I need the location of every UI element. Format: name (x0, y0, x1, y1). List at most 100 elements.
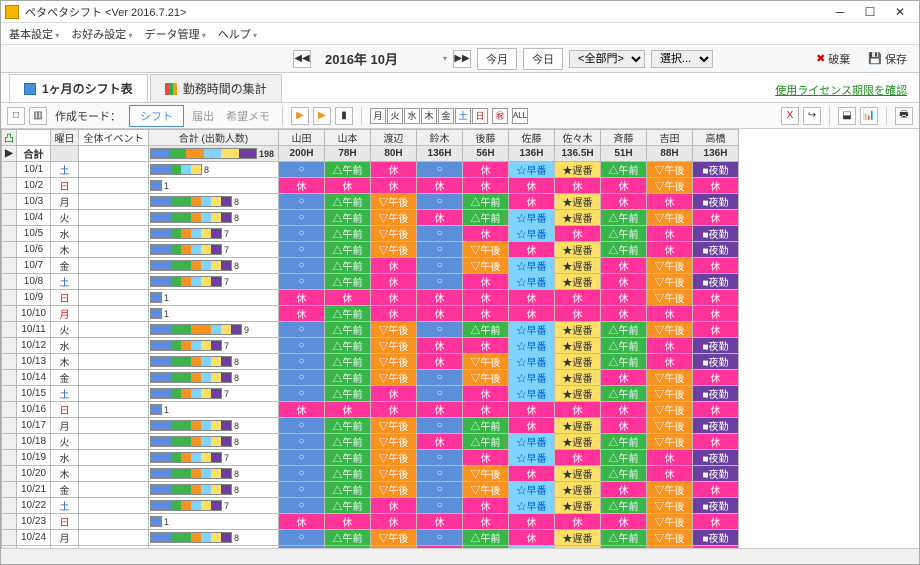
shift-cell[interactable]: ▽午後 (647, 258, 693, 274)
shift-cell[interactable]: ▽午後 (647, 434, 693, 450)
shift-cell[interactable]: ○ (279, 434, 325, 450)
shift-cell[interactable]: △午前 (463, 434, 509, 450)
shift-cell[interactable]: △午前 (325, 194, 371, 210)
shift-cell[interactable]: 休 (279, 306, 325, 322)
staff-header[interactable]: 後藤 (463, 130, 509, 146)
event-cell[interactable] (79, 354, 149, 370)
shift-cell[interactable]: 休 (371, 498, 417, 514)
shift-cell[interactable]: △午前 (325, 338, 371, 354)
shift-cell[interactable]: △午前 (325, 466, 371, 482)
shift-cell[interactable]: 休 (371, 258, 417, 274)
menu-pref[interactable]: お好み設定 (71, 26, 132, 42)
shift-cell[interactable]: 休 (417, 306, 463, 322)
shift-cell[interactable]: 休 (601, 178, 647, 194)
shift-cell[interactable]: 休 (417, 546, 463, 549)
shift-cell[interactable]: 休 (693, 290, 739, 306)
event-cell[interactable] (79, 162, 149, 178)
corner-cell[interactable]: 凸 (2, 130, 17, 146)
shift-cell[interactable]: ☆早番 (509, 274, 555, 290)
shift-cell[interactable]: ▽午後 (371, 546, 417, 549)
event-cell[interactable] (79, 530, 149, 546)
shift-cell[interactable]: ▽午後 (371, 194, 417, 210)
event-cell[interactable] (79, 194, 149, 210)
event-cell[interactable] (79, 210, 149, 226)
shift-cell[interactable]: ▽午後 (647, 498, 693, 514)
staff-header[interactable]: 斉藤 (601, 130, 647, 146)
shift-cell[interactable]: 休 (693, 178, 739, 194)
shift-cell[interactable]: ★遅番 (555, 530, 601, 546)
shift-cell[interactable]: 休 (371, 178, 417, 194)
shift-cell[interactable]: ■夜勤 (693, 242, 739, 258)
save-button[interactable]: 💾保存 (862, 49, 913, 69)
shift-cell[interactable]: 休 (417, 290, 463, 306)
menu-help[interactable]: ヘルプ (218, 26, 257, 42)
staff-header[interactable]: 佐藤 (509, 130, 555, 146)
shift-cell[interactable]: 休 (417, 434, 463, 450)
shift-cell[interactable]: ▽午後 (371, 226, 417, 242)
holiday-marker-icon[interactable]: ㊗ (492, 108, 508, 124)
shift-cell[interactable]: △午前 (325, 450, 371, 466)
mode-b[interactable]: 届出 (188, 108, 218, 124)
play-1-icon[interactable]: ▶ (291, 107, 309, 125)
shift-cell[interactable]: 休 (279, 178, 325, 194)
event-cell[interactable] (79, 450, 149, 466)
shift-cell[interactable]: ▽午後 (371, 450, 417, 466)
shift-cell[interactable]: △午前 (601, 530, 647, 546)
shift-cell[interactable]: △午前 (601, 210, 647, 226)
shift-cell[interactable]: ▽午後 (647, 386, 693, 402)
shift-cell[interactable]: ▽午後 (647, 402, 693, 418)
shift-cell[interactable]: ★遅番 (555, 354, 601, 370)
shift-cell[interactable]: ■夜勤 (693, 466, 739, 482)
shift-cell[interactable]: 休 (417, 338, 463, 354)
shift-cell[interactable]: ★遅番 (555, 418, 601, 434)
shift-cell[interactable]: 休 (325, 402, 371, 418)
event-cell[interactable] (79, 258, 149, 274)
shift-cell[interactable]: 休 (555, 290, 601, 306)
shift-cell[interactable]: ★遅番 (555, 322, 601, 338)
shift-cell[interactable]: ○ (279, 162, 325, 178)
staff-header[interactable]: 高橋 (693, 130, 739, 146)
shift-cell[interactable]: 休 (647, 466, 693, 482)
shift-cell[interactable]: ★遅番 (555, 258, 601, 274)
event-cell[interactable] (79, 226, 149, 242)
shift-cell[interactable]: △午前 (601, 242, 647, 258)
shift-cell[interactable]: ○ (417, 322, 463, 338)
shift-cell[interactable]: 休 (279, 514, 325, 530)
tool-btn-2[interactable]: ▥ (29, 107, 47, 125)
shift-cell[interactable]: ○ (279, 386, 325, 402)
event-cell[interactable] (79, 402, 149, 418)
shift-cell[interactable]: 休 (601, 194, 647, 210)
shift-cell[interactable]: 休 (601, 514, 647, 530)
shift-cell[interactable]: 休 (647, 242, 693, 258)
shift-cell[interactable]: △午前 (325, 258, 371, 274)
shift-cell[interactable]: ▽午後 (463, 466, 509, 482)
shift-cell[interactable]: 休 (693, 258, 739, 274)
shift-cell[interactable]: 休 (417, 402, 463, 418)
shift-cell[interactable]: 休 (463, 274, 509, 290)
event-cell[interactable] (79, 482, 149, 498)
shift-cell[interactable]: 休 (463, 338, 509, 354)
tool-btn-1[interactable]: □ (7, 107, 25, 125)
shift-cell[interactable]: ★遅番 (555, 274, 601, 290)
day-btn-6[interactable]: 日 (472, 108, 488, 124)
print-icon[interactable]: 🖶 (895, 107, 913, 125)
shift-cell[interactable]: 休 (555, 306, 601, 322)
day-btn-5[interactable]: 土 (455, 108, 471, 124)
shift-cell[interactable]: ■夜勤 (693, 530, 739, 546)
shift-cell[interactable]: ☆早番 (509, 546, 555, 549)
shift-cell[interactable]: △午前 (463, 322, 509, 338)
shift-cell[interactable]: 休 (463, 226, 509, 242)
shift-cell[interactable]: ▽午後 (463, 258, 509, 274)
event-cell[interactable] (79, 466, 149, 482)
shift-cell[interactable]: ★遅番 (555, 386, 601, 402)
shift-cell[interactable]: ☆早番 (509, 226, 555, 242)
shift-cell[interactable]: 休 (463, 290, 509, 306)
shift-cell[interactable]: ▽午後 (371, 338, 417, 354)
shift-cell[interactable]: ○ (417, 226, 463, 242)
menu-data[interactable]: データ管理 (145, 26, 206, 42)
event-cell[interactable] (79, 434, 149, 450)
shift-cell[interactable]: ★遅番 (555, 498, 601, 514)
shift-cell[interactable]: ▽午後 (647, 514, 693, 530)
shift-cell[interactable]: ○ (417, 466, 463, 482)
shift-cell[interactable]: ★遅番 (555, 194, 601, 210)
